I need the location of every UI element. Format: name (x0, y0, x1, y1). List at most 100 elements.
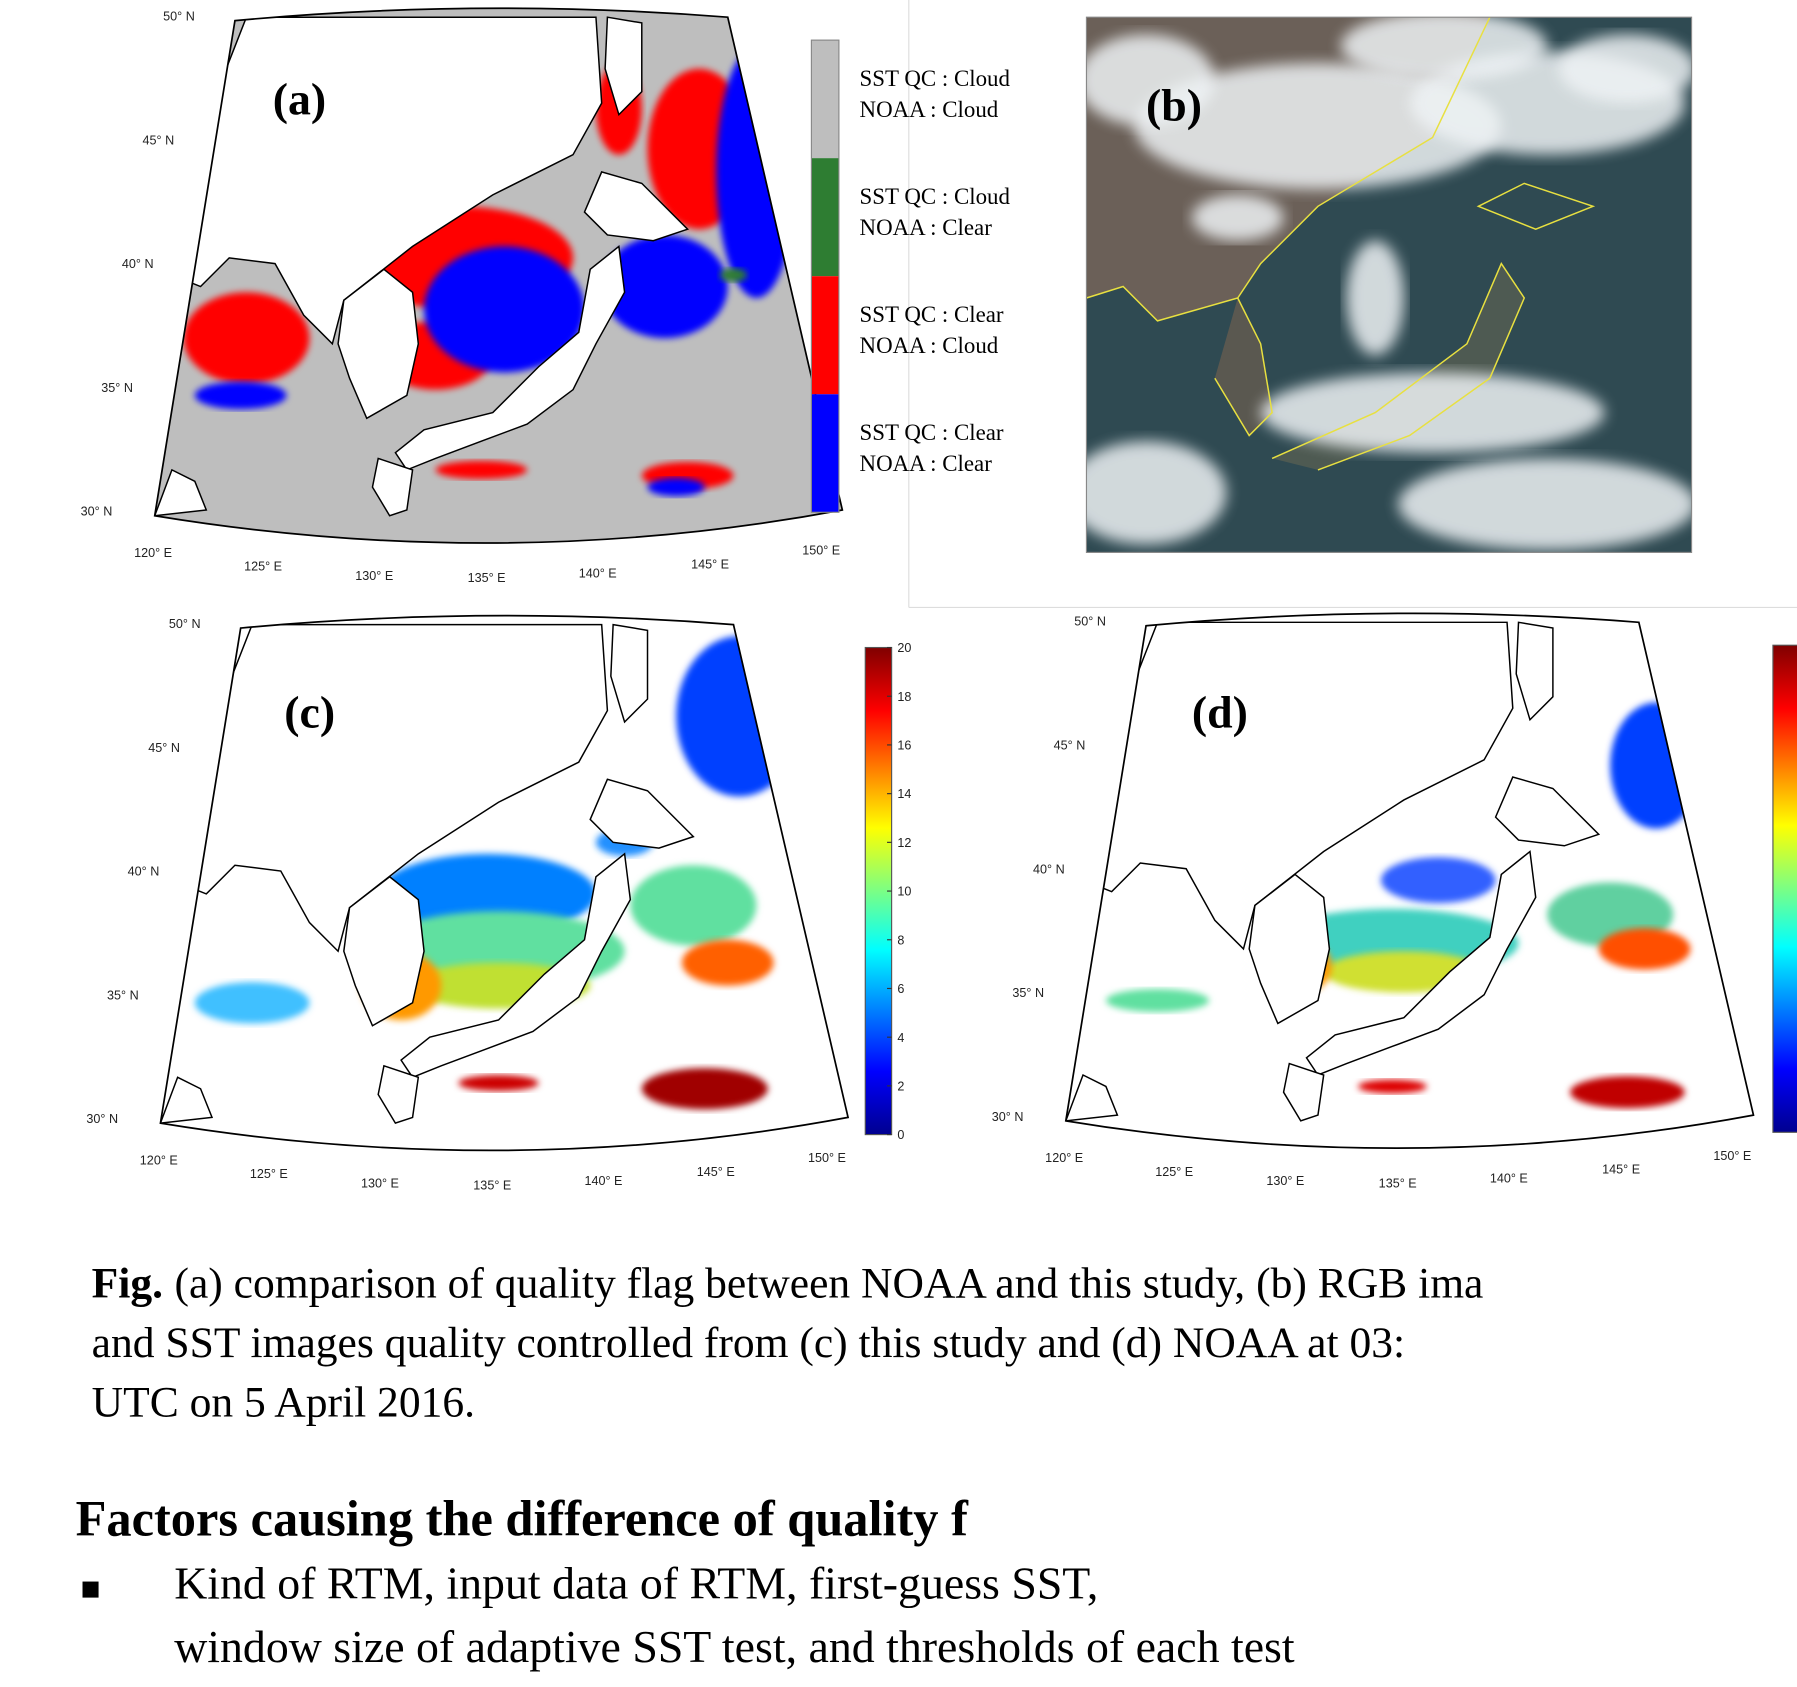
map-region (676, 636, 803, 797)
cloud (1346, 240, 1404, 356)
lon-label: 140° E (1490, 1172, 1528, 1186)
lat-label: 30° N (81, 505, 113, 519)
cloud (1086, 441, 1227, 545)
land (154, 468, 208, 517)
map-region (435, 460, 528, 480)
cloud (1340, 17, 1548, 81)
lon-label: 130° E (1266, 1174, 1304, 1188)
map-region (601, 234, 728, 339)
map-frame (159, 614, 850, 1152)
lat-label: 35° N (107, 988, 139, 1002)
heading: Factors causing the difference of qualit… (76, 1491, 969, 1547)
map-frame (1064, 612, 1755, 1149)
cloud (1398, 458, 1692, 551)
colorbar-label: 8 (897, 933, 904, 947)
panel-label: (a) (273, 74, 326, 125)
caption-lead: Fig. (92, 1259, 163, 1307)
map-region (681, 939, 774, 986)
lon-label: 130° E (355, 569, 393, 583)
figure: 50° N 45° N 40° N 35° N 30° N 120° E 125° E 130… (76, 7, 1797, 1672)
bullet-text: Kind of RTM, input data of RTM, first-gu… (174, 1558, 1098, 1609)
land (337, 268, 420, 420)
lon-label: 135° E (473, 1179, 511, 1193)
map-panel: 50° N 45° N 40° N 35° N 30° N 120° E 125° E 130… (992, 612, 1755, 1190)
colorbar-label: 20 (897, 641, 911, 655)
coastline (1086, 17, 1596, 471)
map-region (647, 477, 705, 497)
lat-label: 45° N (1054, 739, 1086, 753)
map (160, 615, 849, 1151)
map-region (194, 381, 287, 410)
land (1282, 1062, 1325, 1122)
colorbar-label: 2 (897, 1079, 904, 1093)
colorbar-label: 4 (897, 1031, 904, 1045)
map-region (1598, 928, 1691, 970)
land (604, 16, 643, 117)
colorbar-label: 12 (897, 836, 911, 850)
lat-label: 50° N (163, 10, 195, 24)
lon-label: 125° E (250, 1167, 288, 1181)
colorbar-label: 0 (897, 1128, 904, 1142)
legend-frame (810, 39, 840, 513)
lon-label: 145° E (1602, 1163, 1640, 1177)
map-panel: 50° N 45° N 40° N 35° N 30° N 120° E 125° E 130… (86, 614, 850, 1193)
bullet-marker (82, 1581, 99, 1598)
image-frame (1085, 16, 1693, 553)
lon-label: 135° E (468, 571, 506, 585)
caption: UTC on 5 April 2016. (92, 1379, 475, 1427)
lat-label: 50° N (169, 617, 201, 631)
legend-label: SST QC : Clear (860, 302, 1004, 327)
land (1494, 776, 1601, 847)
legend-swatch (811, 40, 839, 159)
map-region (424, 246, 585, 373)
land (589, 778, 695, 849)
lon-label: 145° E (697, 1165, 735, 1179)
lat-label: 35° N (101, 381, 133, 395)
lat-label: 35° N (1012, 986, 1044, 1000)
panel-label: (d) (1192, 687, 1248, 738)
lat-label: 40° N (122, 257, 154, 271)
colorbar-label: 16 (897, 739, 911, 753)
lon-label: 145° E (691, 557, 729, 571)
cloud (1086, 34, 1215, 127)
colorbar (1772, 644, 1797, 1133)
lat-label: 40° N (1033, 862, 1065, 876)
panel-label: (b) (1146, 79, 1202, 130)
map-region (1570, 1076, 1685, 1109)
legend-label: NOAA : Cloud (860, 97, 999, 122)
land (377, 1064, 420, 1125)
land (1248, 873, 1331, 1025)
caption: Fig. (a) comparison of quality flag betwe… (92, 1259, 1484, 1307)
map-region (183, 292, 310, 384)
lat-label: 50° N (1074, 615, 1106, 629)
lon-label: 135° E (1379, 1176, 1417, 1190)
colorbar-label: 18 (897, 690, 911, 704)
lon-label: 120° E (140, 1153, 178, 1167)
lat-label: 30° N (86, 1112, 118, 1126)
lon-label: 120° E (1045, 1151, 1083, 1165)
legend-label: SST QC : Cloud (860, 184, 1011, 209)
land (610, 623, 649, 724)
legend-swatch (811, 158, 839, 277)
map-region (719, 268, 748, 282)
land (583, 171, 690, 242)
land (394, 244, 626, 471)
legend-swatch (811, 276, 839, 395)
lat-label: 30° N (992, 1110, 1024, 1124)
map-region (1358, 1079, 1427, 1094)
colorbar-label: 14 (897, 787, 911, 801)
lon-label: 125° E (1155, 1165, 1193, 1179)
colorbar-label: 6 (897, 982, 904, 996)
lon-label: 120° E (134, 546, 172, 560)
caption: and SST images quality controlled from (… (92, 1319, 1405, 1367)
map-region (194, 982, 310, 1024)
land (1515, 621, 1554, 722)
lon-label: 140° E (584, 1174, 622, 1188)
land (343, 875, 425, 1027)
map-frame (153, 7, 844, 544)
land (160, 1076, 214, 1125)
lon-label: 125° E (244, 560, 282, 574)
lat-label: 40° N (128, 865, 160, 879)
lon-label: 140° E (579, 567, 617, 581)
panel-label: (c) (284, 687, 335, 738)
